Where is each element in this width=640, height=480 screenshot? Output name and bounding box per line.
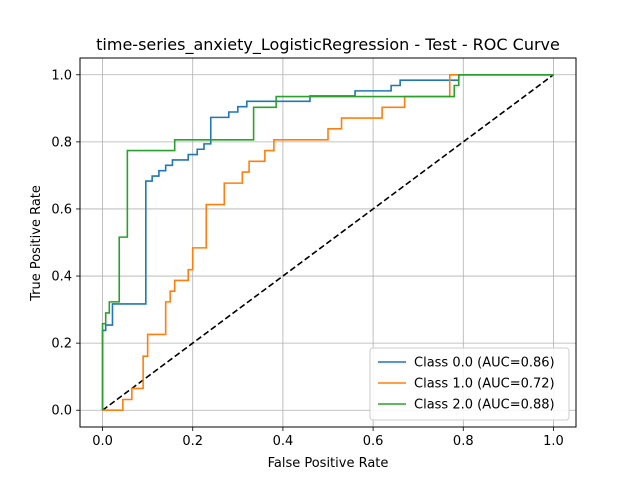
roc-series xyxy=(101,73,554,412)
x-axis-label: False Positive Rate xyxy=(268,456,389,471)
roc-line-class-2 xyxy=(101,73,554,411)
legend-label: Class 2.0 (AUC=0.88) xyxy=(414,398,555,413)
grid-lines xyxy=(80,58,576,427)
x-tick-label: 0.8 xyxy=(453,434,474,449)
y-tick-label: 0.0 xyxy=(51,404,72,419)
x-tick-label: 1.0 xyxy=(543,434,564,449)
axis-ticks: 0.0 0.2 0.4 0.6 0.8 1.0 0.0 0.2 0.4 0.6 0.8 1.0 xyxy=(51,68,563,449)
chart-title: time-series_anxiety_LogisticRegression -… xyxy=(96,35,560,55)
legend-label: Class 1.0 (AUC=0.72) xyxy=(414,377,555,392)
roc-line-class-1 xyxy=(102,73,554,412)
chance-diagonal xyxy=(102,74,554,411)
y-tick-label: 0.8 xyxy=(51,135,72,150)
roc-line-class-0 xyxy=(101,73,554,411)
legend-box xyxy=(369,347,570,421)
legend: Class 0.0 (AUC=0.86) Class 1.0 (AUC=0.72)… xyxy=(369,347,570,421)
x-tick-label: 0.6 xyxy=(363,434,384,449)
x-tick-label: 0.2 xyxy=(182,434,203,449)
x-tick-label: 0.0 xyxy=(92,434,113,449)
y-tick-label: 1.0 xyxy=(51,68,72,83)
y-tick-label: 0.2 xyxy=(51,337,72,352)
y-tick-label: 0.6 xyxy=(51,202,72,217)
legend-label: Class 0.0 (AUC=0.86) xyxy=(414,356,555,371)
x-tick-label: 0.4 xyxy=(273,434,294,449)
axes-frame xyxy=(79,57,577,428)
chance-diagonal-line xyxy=(102,74,554,411)
y-axis-label: True Positive Rate xyxy=(29,185,44,302)
y-tick-label: 0.4 xyxy=(51,270,72,285)
